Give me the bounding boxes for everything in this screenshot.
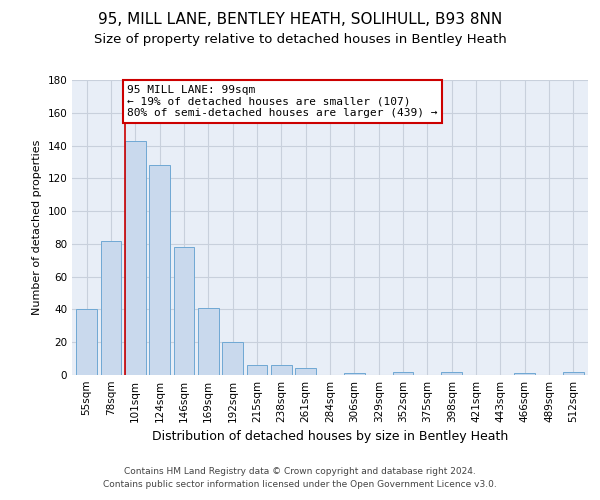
Bar xyxy=(125,140,146,375)
Text: Contains HM Land Registry data © Crown copyright and database right 2024.: Contains HM Land Registry data © Crown c… xyxy=(124,467,476,476)
Bar xyxy=(247,365,268,375)
Bar xyxy=(101,240,121,375)
Bar xyxy=(392,372,413,375)
X-axis label: Distribution of detached houses by size in Bentley Heath: Distribution of detached houses by size … xyxy=(152,430,508,444)
Bar xyxy=(198,308,218,375)
Text: 95, MILL LANE, BENTLEY HEATH, SOLIHULL, B93 8NN: 95, MILL LANE, BENTLEY HEATH, SOLIHULL, … xyxy=(98,12,502,28)
Bar xyxy=(295,368,316,375)
Bar xyxy=(563,372,584,375)
Text: Size of property relative to detached houses in Bentley Heath: Size of property relative to detached ho… xyxy=(94,32,506,46)
Bar xyxy=(271,365,292,375)
Bar xyxy=(344,374,365,375)
Bar xyxy=(514,374,535,375)
Bar xyxy=(222,342,243,375)
Text: 95 MILL LANE: 99sqm
← 19% of detached houses are smaller (107)
80% of semi-detac: 95 MILL LANE: 99sqm ← 19% of detached ho… xyxy=(127,85,438,118)
Bar xyxy=(173,247,194,375)
Y-axis label: Number of detached properties: Number of detached properties xyxy=(32,140,42,315)
Bar xyxy=(442,372,462,375)
Bar xyxy=(149,165,170,375)
Text: Contains public sector information licensed under the Open Government Licence v3: Contains public sector information licen… xyxy=(103,480,497,489)
Bar xyxy=(76,310,97,375)
